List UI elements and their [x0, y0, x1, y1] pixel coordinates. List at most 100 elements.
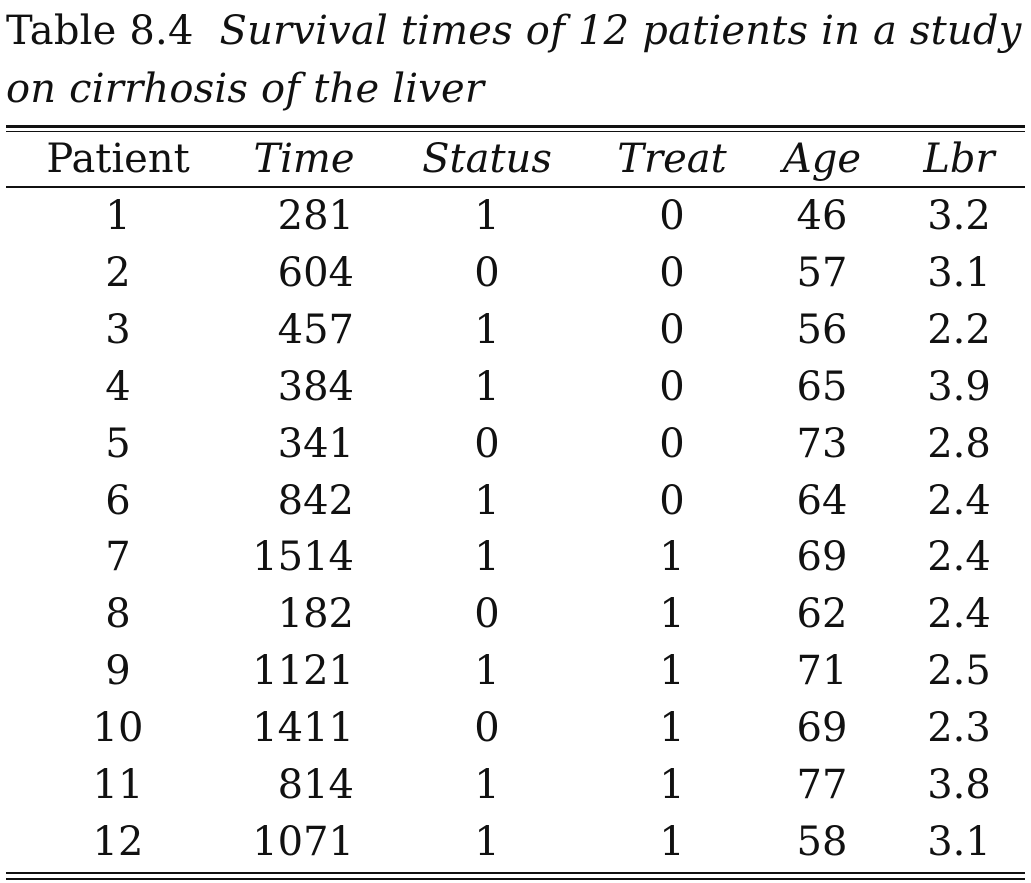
cell-patient: 10 — [92, 705, 144, 752]
cell-lbr: 3.1 — [927, 818, 991, 865]
cell-patient: 3 — [105, 306, 131, 353]
cell-patient: 9 — [105, 648, 131, 695]
cell-time: 1411 — [252, 705, 354, 752]
top-rule-thick — [6, 125, 1025, 128]
cell-treat: 1 — [659, 762, 685, 808]
header-rule — [6, 186, 1025, 188]
cell-treat: 0 — [659, 306, 685, 353]
cell-treat: 1 — [659, 705, 685, 752]
caption-label: Table 8.4 — [6, 8, 194, 54]
bottom-rule-2 — [6, 878, 1025, 880]
table-row: 5 341 0 0 73 2.8 — [0, 416, 1031, 472]
table-row: 1 281 1 0 46 3.2 — [0, 188, 1031, 244]
cell-lbr: 3.8 — [927, 762, 991, 808]
cell-status: 1 — [474, 818, 500, 865]
cell-status: 0 — [474, 705, 500, 752]
cell-lbr: 3.2 — [927, 193, 991, 239]
cell-age: 65 — [796, 363, 848, 410]
table-row: 4 384 1 0 65 3.9 — [0, 359, 1031, 415]
table-row: 6 842 1 0 64 2.4 — [0, 473, 1031, 529]
cell-lbr: 2.2 — [927, 306, 991, 353]
header-treat: Treat — [617, 136, 727, 182]
table-row: 12 1071 1 1 58 3.1 — [0, 814, 1031, 870]
cell-patient: 6 — [105, 477, 131, 524]
cell-status: 1 — [474, 762, 500, 808]
cell-treat: 1 — [659, 591, 685, 638]
cell-time: 842 — [277, 477, 354, 524]
caption-title-line-1: Survival times of 12 patients in a study — [219, 8, 1022, 54]
cell-time: 1071 — [252, 818, 354, 865]
cell-patient: 2 — [105, 249, 131, 296]
cell-treat: 0 — [659, 193, 685, 239]
table-header-row: Patient Time Status Treat Age Lbr — [0, 131, 1031, 187]
caption-line-1: Table 8.4 Survival times of 12 patients … — [6, 2, 1028, 60]
cell-status: 0 — [474, 249, 500, 296]
cell-age: 46 — [796, 193, 848, 239]
cell-lbr: 3.1 — [927, 249, 991, 296]
table-row: 8 182 0 1 62 2.4 — [0, 586, 1031, 642]
table-row: 10 1411 0 1 69 2.3 — [0, 700, 1031, 756]
cell-treat: 0 — [659, 477, 685, 524]
cell-lbr: 2.3 — [927, 705, 991, 752]
cell-lbr: 2.4 — [927, 591, 991, 638]
cell-age: 62 — [796, 591, 848, 638]
caption-title-line-2: on cirrhosis of the liver — [6, 66, 485, 112]
cell-treat: 0 — [659, 249, 685, 296]
cell-patient: 8 — [105, 591, 131, 638]
table-row: 2 604 0 0 57 3.1 — [0, 245, 1031, 301]
cell-status: 1 — [474, 363, 500, 410]
cell-time: 604 — [277, 249, 354, 296]
cell-patient: 1 — [105, 193, 131, 239]
table-row: 9 1121 1 1 71 2.5 — [0, 643, 1031, 699]
cell-status: 1 — [474, 306, 500, 353]
table-row: 3 457 1 0 56 2.2 — [0, 302, 1031, 358]
cell-patient: 5 — [105, 420, 131, 467]
cell-time: 1121 — [252, 648, 354, 695]
header-status: Status — [422, 136, 552, 182]
table-row: 11 814 1 1 77 3.8 — [0, 757, 1031, 813]
cell-lbr: 2.5 — [927, 648, 991, 695]
cell-status: 0 — [474, 420, 500, 467]
cell-patient: 4 — [105, 363, 131, 410]
bottom-rule-1 — [6, 872, 1025, 874]
cell-time: 281 — [277, 193, 354, 239]
cell-age: 73 — [796, 420, 848, 467]
cell-treat: 0 — [659, 420, 685, 467]
cell-age: 77 — [796, 762, 848, 808]
table-row: 7 1514 1 1 69 2.4 — [0, 529, 1031, 585]
table-caption: Table 8.4 Survival times of 12 patients … — [6, 2, 1028, 118]
header-age: Age — [782, 136, 862, 182]
cell-age: 57 — [796, 249, 848, 296]
cell-time: 341 — [277, 420, 354, 467]
cell-patient: 12 — [92, 818, 144, 865]
cell-status: 1 — [474, 534, 500, 581]
cell-lbr: 2.4 — [927, 534, 991, 581]
cell-treat: 1 — [659, 534, 685, 581]
cell-status: 1 — [474, 193, 500, 239]
cell-time: 384 — [277, 363, 354, 410]
header-time: Time — [253, 136, 355, 182]
cell-treat: 0 — [659, 363, 685, 410]
top-rule-thin — [6, 131, 1025, 132]
cell-time: 814 — [277, 762, 354, 808]
cell-lbr: 3.9 — [927, 363, 991, 410]
cell-treat: 1 — [659, 818, 685, 865]
cell-time: 457 — [277, 306, 354, 353]
cell-lbr: 2.8 — [927, 420, 991, 467]
cell-patient: 11 — [92, 762, 144, 808]
cell-time: 182 — [277, 591, 354, 638]
cell-lbr: 2.4 — [927, 477, 991, 524]
cell-age: 64 — [796, 477, 848, 524]
cell-age: 71 — [796, 648, 848, 695]
cell-time: 1514 — [252, 534, 354, 581]
cell-age: 69 — [796, 705, 848, 752]
cell-status: 1 — [474, 648, 500, 695]
cell-status: 0 — [474, 591, 500, 638]
cell-status: 1 — [474, 477, 500, 524]
cell-age: 58 — [796, 818, 848, 865]
header-lbr: Lbr — [923, 136, 995, 182]
cell-treat: 1 — [659, 648, 685, 695]
header-patient: Patient — [46, 136, 190, 182]
cell-age: 56 — [796, 306, 848, 353]
